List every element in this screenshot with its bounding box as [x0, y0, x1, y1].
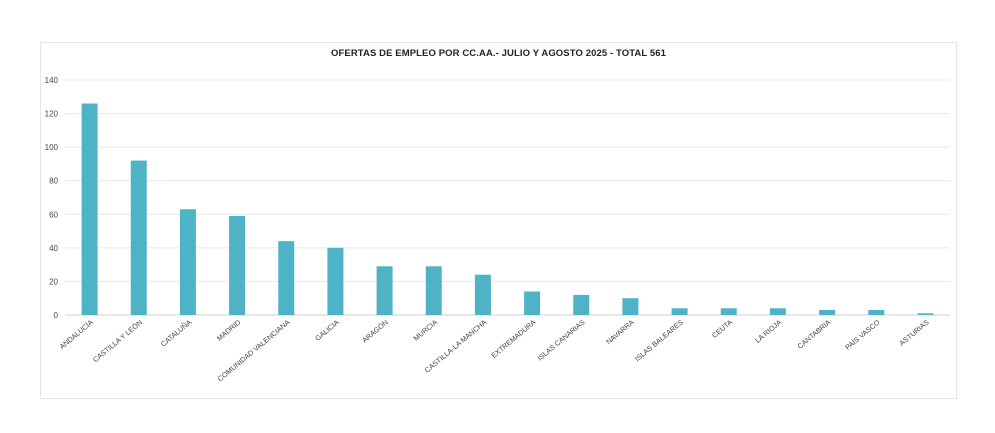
x-tick-label: CASTILLA Y LEÓN: [91, 318, 144, 365]
x-tick-label: ISLAS BALEARES: [633, 318, 685, 364]
y-tick-label: 0: [54, 311, 59, 320]
y-tick-label: 140: [45, 76, 59, 85]
bar-6: [376, 266, 393, 315]
bar-15: [819, 309, 836, 315]
x-tick-label: ASTURIAS: [897, 318, 930, 348]
bar-1: [130, 160, 147, 315]
bar-5: [327, 247, 344, 315]
x-tick-label: PAÍS VASCO: [843, 317, 882, 351]
x-tick-label: GALICIA: [313, 318, 341, 343]
x-tick-label: ARAGÓN: [360, 318, 390, 345]
bar-16: [868, 309, 885, 315]
bar-12: [671, 308, 688, 315]
bar-11: [622, 298, 639, 315]
bar-13: [720, 308, 737, 315]
x-tick-label: EXTREMADURA: [489, 318, 537, 360]
bar-2: [179, 209, 196, 315]
y-tick-label: 60: [49, 210, 58, 219]
bar-8: [474, 274, 491, 315]
x-tick-label: ISLAS CANARIAS: [535, 318, 586, 363]
bar-10: [573, 294, 590, 315]
bar-7: [425, 266, 442, 315]
bar-3: [229, 215, 246, 315]
y-tick-label: 40: [49, 244, 58, 253]
x-tick-label: CATALUÑA: [159, 318, 193, 349]
bar-9: [524, 291, 541, 315]
chart-title: OFERTAS DE EMPLEO POR CC.AA.- JULIO Y AG…: [331, 48, 666, 59]
x-tick-label: CANTABRIA: [795, 318, 832, 351]
bar-4: [278, 241, 295, 315]
x-tick-label: ANDALUCÍA: [58, 318, 95, 351]
bar-14: [769, 308, 786, 315]
y-tick-label: 100: [45, 143, 59, 152]
y-tick-label: 20: [49, 277, 58, 286]
y-tick-label: 120: [45, 110, 59, 119]
x-tick-label: NAVARRA: [604, 318, 636, 347]
x-tick-label: LA RIOJA: [753, 318, 783, 345]
x-tick-label: MURCIA: [412, 318, 440, 343]
y-tick-label: 80: [49, 177, 58, 186]
x-tick-label: MADRID: [215, 318, 243, 343]
x-tick-label: CEUTA: [710, 318, 734, 340]
bar-17: [917, 313, 934, 315]
bar-0: [81, 103, 98, 315]
